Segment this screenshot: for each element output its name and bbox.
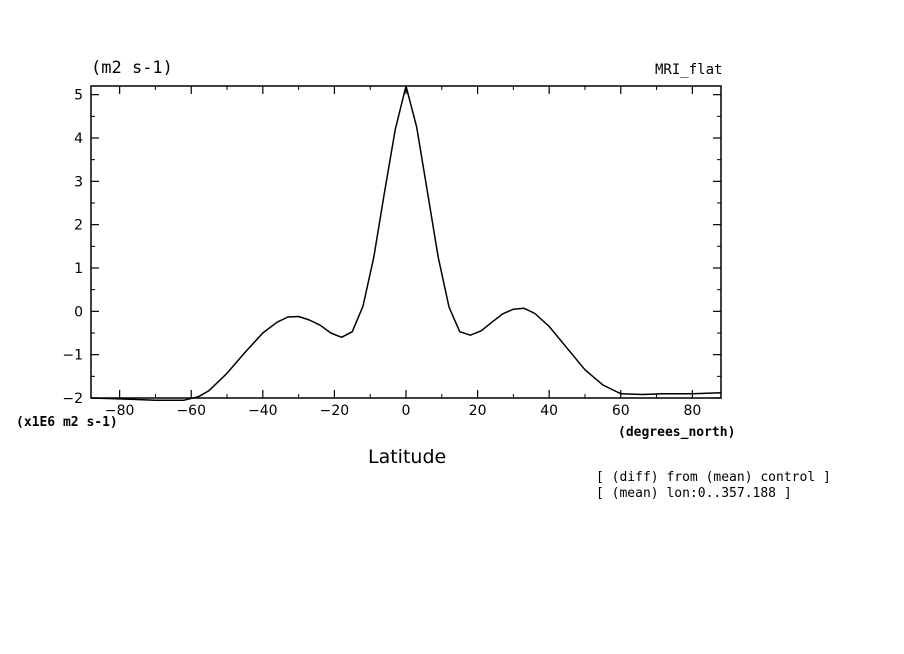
x-units-label: (degrees_north) <box>618 425 736 440</box>
y-tick-label: 2 <box>74 218 83 234</box>
axis-ticks <box>91 86 721 399</box>
y-tick-label: 0 <box>74 304 83 320</box>
x-tick-label: 20 <box>469 403 487 419</box>
y-tick-label: 5 <box>74 88 83 104</box>
mean-note: [ (mean) lon:0..357.188 ] <box>596 486 792 501</box>
x-axis-title: Latitude <box>368 446 447 468</box>
y-tick-label: −1 <box>62 348 83 364</box>
x-tick-label: −80 <box>105 403 135 419</box>
scale-factor-label: (x1E6 m2 s-1) <box>16 415 118 430</box>
x-tick-label: 40 <box>540 403 558 419</box>
x-tick-label: 80 <box>683 403 701 419</box>
data-series <box>90 85 722 401</box>
x-tick-label: −20 <box>320 403 350 419</box>
y-units-label: (m2 s-1) <box>91 58 173 78</box>
series-line <box>90 85 722 401</box>
y-tick-label: −2 <box>62 391 83 407</box>
x-tick-label: −60 <box>176 403 206 419</box>
y-tick-label: 1 <box>74 261 83 277</box>
plot-frame <box>90 85 722 399</box>
y-tick-label: 3 <box>74 174 83 190</box>
y-tick-label: 4 <box>74 131 83 147</box>
model-label: MRI_flat <box>655 62 723 78</box>
x-tick-label: 60 <box>612 403 630 419</box>
axis-tick-labels: −80 −60 −40 −20 0 20 40 60 80 −2 −1 0 1 2 3 4 5 <box>62 88 701 419</box>
x-tick-label: −40 <box>248 403 278 419</box>
diff-note: [ (diff) from (mean) control ] <box>596 470 831 485</box>
x-tick-label: 0 <box>402 403 411 419</box>
